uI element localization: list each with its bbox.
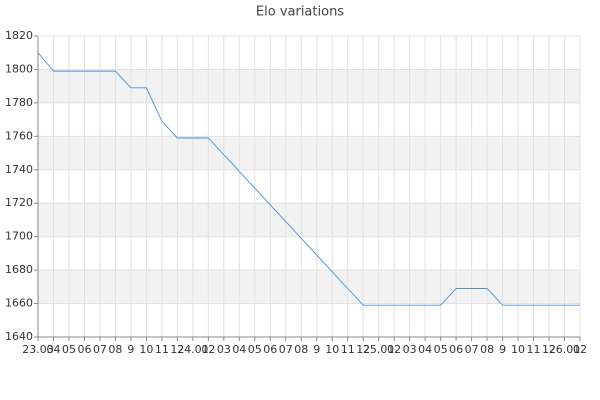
chart-title: Elo variations bbox=[256, 5, 344, 20]
x-tick-label: 07 bbox=[279, 343, 293, 356]
x-tick-label: 03 bbox=[403, 343, 417, 356]
y-tick-label: 1720 bbox=[5, 196, 33, 209]
x-tick-label: 02 bbox=[387, 343, 401, 356]
x-tick-label: 02 bbox=[201, 343, 215, 356]
y-tick-label: 1760 bbox=[5, 129, 33, 142]
y-tick-label: 1780 bbox=[5, 96, 33, 109]
x-tick-label: 03 bbox=[217, 343, 231, 356]
x-tick-label: 9 bbox=[499, 343, 506, 356]
x-tick-label: 12 bbox=[170, 343, 184, 356]
x-tick-label: 05 bbox=[248, 343, 262, 356]
x-tick-label: 08 bbox=[480, 343, 494, 356]
grid-band bbox=[38, 136, 580, 170]
x-tick-label: 10 bbox=[325, 343, 339, 356]
y-tick-label: 1740 bbox=[5, 163, 33, 176]
x-tick-label: 05 bbox=[62, 343, 76, 356]
x-tick-label: 23.03 bbox=[22, 343, 54, 356]
x-tick-label: 11 bbox=[341, 343, 355, 356]
x-tick-label: 10 bbox=[139, 343, 153, 356]
x-tick-label: 06 bbox=[77, 343, 91, 356]
data-line bbox=[37, 52, 580, 306]
y-tick-label: 1700 bbox=[5, 230, 33, 243]
grid-band bbox=[38, 69, 580, 103]
x-tick-label: 11 bbox=[155, 343, 169, 356]
x-tick-label: 04 bbox=[232, 343, 246, 356]
x-tick-label: 08 bbox=[294, 343, 308, 356]
y-tick-label: 1660 bbox=[5, 297, 33, 310]
x-tick-label: 04 bbox=[46, 343, 60, 356]
x-tick-label: 11 bbox=[527, 343, 541, 356]
x-tick-label: 9 bbox=[313, 343, 320, 356]
y-tick-label: 1680 bbox=[5, 263, 33, 276]
x-tick-label: 05 bbox=[434, 343, 448, 356]
x-tick-label: 12 bbox=[542, 343, 556, 356]
x-tick-label: 10 bbox=[511, 343, 525, 356]
x-tick-label: 07 bbox=[465, 343, 479, 356]
grid-band bbox=[38, 270, 580, 304]
y-tick-label: 1640 bbox=[5, 330, 33, 343]
x-tick-label: 9 bbox=[127, 343, 134, 356]
x-tick-label: 26.01 bbox=[549, 343, 581, 356]
x-tick-label: 07 bbox=[93, 343, 107, 356]
x-tick-label: 04 bbox=[418, 343, 432, 356]
x-tick-label: 06 bbox=[263, 343, 277, 356]
x-tick-label: 12 bbox=[356, 343, 370, 356]
x-tick-label: 24.01 bbox=[177, 343, 209, 356]
x-tick-label: 25.01 bbox=[363, 343, 395, 356]
grid-band bbox=[38, 203, 580, 237]
x-tick-label: 08 bbox=[108, 343, 122, 356]
x-tick-label: 02 bbox=[573, 343, 587, 356]
y-tick-label: 1820 bbox=[5, 29, 33, 42]
y-tick-label: 1800 bbox=[5, 62, 33, 75]
x-tick-label: 06 bbox=[449, 343, 463, 356]
